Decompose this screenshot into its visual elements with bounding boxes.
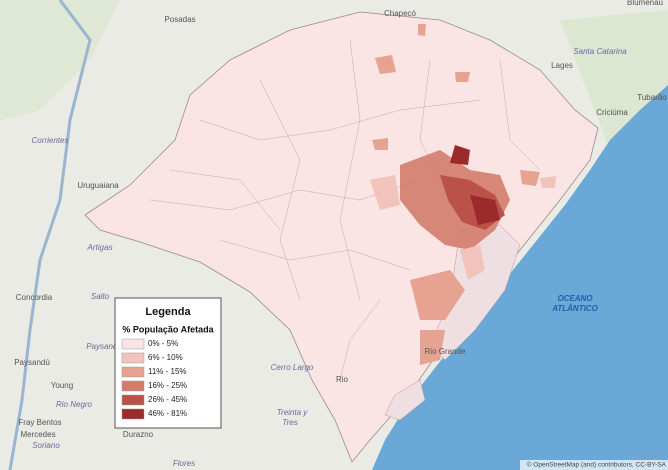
place-labels: Chapecó Posadas Blumenau Santa CatarinaLage… — [14, 0, 667, 468]
legend-label: 0% - 5% — [148, 339, 178, 348]
place-label: Rio Grande — [425, 347, 466, 356]
place-label: Concordia — [16, 293, 53, 302]
municipality-borders — [149, 39, 541, 381]
attribution: © OpenStreetMap (and) contributors, CC-B… — [527, 461, 667, 469]
legend-swatch — [121, 366, 145, 378]
place-label: Posadas — [164, 15, 195, 24]
legend-swatch — [121, 380, 145, 392]
legend-swatch — [121, 352, 145, 364]
place-label: Lages — [551, 61, 573, 70]
legend-label: 26% - 45% — [148, 395, 187, 404]
place-label: Mercedes — [20, 430, 55, 439]
place-label: Tres — [282, 418, 297, 427]
place-label: Salto — [91, 292, 110, 301]
place-label: Chapecó — [384, 9, 417, 18]
legend-title: Legenda — [145, 306, 191, 318]
lagoon — [384, 379, 426, 421]
place-label: Blumenau — [627, 0, 663, 7]
place-label: ATLÂNTICO — [551, 304, 598, 313]
legend-swatch — [121, 394, 145, 406]
affected-area — [370, 175, 556, 280]
place-label: Durazno — [123, 430, 154, 439]
place-label: Rio Negro — [56, 400, 93, 409]
place-label: Treinta y — [277, 408, 309, 417]
affected-area — [410, 270, 465, 365]
place-label: Paysandú — [86, 342, 122, 351]
place-label: Corrientes — [32, 136, 69, 145]
attribution-bg — [520, 460, 668, 470]
place-label: Cerro Largo — [271, 363, 314, 372]
legend-swatch — [121, 408, 145, 420]
legend-label: 11% - 15% — [148, 367, 187, 376]
place-label: Young — [51, 381, 73, 390]
place-label: Paysandú — [14, 358, 50, 367]
place-label: Uruguaiana — [77, 181, 119, 190]
legend-subtitle: % População Afetada — [122, 324, 214, 334]
place-label: Criciúma — [596, 108, 628, 117]
legend-items: 0% - 5% 6% - 10% 11% - 15% 16% - 25% 26% - 4… — [121, 338, 187, 420]
legend: Legenda % População Afetada 0% - 5% 6% - … — [114, 297, 222, 429]
place-label: Soriano — [32, 441, 60, 450]
place-label: Santa Catarina — [573, 47, 627, 56]
legend-label: 16% - 25% — [148, 381, 187, 390]
place-label: Rio — [336, 375, 349, 384]
vegetation — [0, 0, 120, 120]
place-label: OCEANO — [557, 294, 593, 303]
place-label: Tubarão — [637, 93, 667, 102]
ocean — [372, 85, 668, 470]
river — [8, 0, 92, 470]
legend-swatch — [121, 338, 145, 350]
place-label: Flores — [173, 459, 195, 468]
place-label: Fray Bentos — [18, 418, 61, 427]
place-label: Artigas — [87, 243, 113, 252]
legend-label: 46% - 81% — [148, 409, 187, 418]
affected-area — [450, 145, 500, 225]
legend-label: 6% - 10% — [148, 353, 183, 362]
